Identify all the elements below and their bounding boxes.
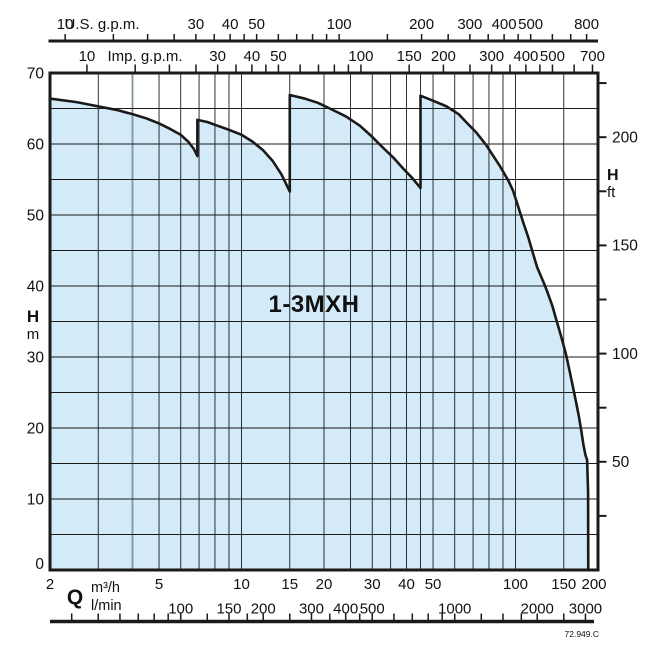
flow-m3h-tick-label: 10	[233, 576, 250, 593]
flow-lmin-tick-label: 2000	[521, 601, 554, 618]
imp-gpm-tick-label: 500	[540, 48, 565, 65]
imp-gpm-tick-label: 400	[513, 48, 538, 65]
head-ft-tick-label: 50	[612, 454, 630, 471]
flow-m3h-tick-label: 200	[581, 576, 606, 593]
flow-lmin-tick-label: 400	[333, 601, 358, 618]
horizontal-gridlines	[50, 108, 598, 535]
us-gpm-tick-label: 300	[457, 16, 482, 33]
head-m-tick-label: 10	[27, 491, 45, 508]
flow-lmin-axis: 100 150 200 300 400 500 1000 2000 3000	[50, 601, 602, 624]
envelope-fill	[50, 95, 589, 570]
head-m-tick-label: 40	[27, 278, 45, 295]
head-m-tick-label: 50	[27, 207, 45, 224]
imp-gpm-tick-label: 10	[79, 48, 96, 65]
head-m-tick-label: 60	[27, 136, 45, 153]
flow-m3h-tick-label: 5	[155, 576, 163, 593]
imp-gpm-tick-label: 700	[580, 48, 605, 65]
us-gpm-tick-label: 500	[518, 16, 543, 33]
drawing-code: 72.949.C	[565, 629, 600, 639]
flow-lmin-tick-label: 300	[299, 601, 324, 618]
us-gpm-tick-label: 30	[188, 16, 205, 33]
us-gpm-axis: 10 30 40 50 100 200 300 400 500 800	[48, 16, 599, 43]
envelope-curve	[48, 93, 590, 572]
head-m-tick-label: 0	[35, 556, 44, 573]
flow-m3h-tick-label: 15	[281, 576, 298, 593]
flow-lmin-tick-label: 100	[168, 601, 193, 618]
flow-axis-unit-m3h: m³/h	[91, 580, 120, 596]
flow-m3h-tick-label: 40	[398, 576, 415, 593]
head-m-tick-label: 20	[27, 420, 45, 437]
us-gpm-tick-label: 800	[574, 16, 599, 33]
imp-gpm-tick-label: 50	[270, 48, 287, 65]
us-gpm-tick-label: 10	[57, 16, 74, 33]
imp-gpm-tick-label: 30	[209, 48, 226, 65]
flow-lmin-tick-label: 1000	[438, 601, 471, 618]
series-title: 1-3MXH	[268, 291, 359, 318]
flow-m3h-tick-label: 150	[551, 576, 576, 593]
flow-m3h-tick-label: 20	[316, 576, 333, 593]
us-gpm-tick-label: 100	[327, 16, 352, 33]
right-axis-quantity-label: H	[607, 167, 619, 184]
head-m-tick-label: 30	[27, 349, 45, 366]
head-ft-axis: 50 100 150 200	[599, 82, 638, 517]
imp-gpm-tick-label: 40	[244, 48, 261, 65]
left-axis-unit-label: m	[27, 326, 40, 343]
us-gpm-axis-label: U.S. g.p.m.	[64, 16, 139, 33]
imp-gpm-tick-label: 150	[397, 48, 422, 65]
head-ft-tick-label: 150	[612, 238, 638, 255]
imp-gpm-axis-label: Imp. g.p.m.	[107, 48, 182, 65]
left-axis-quantity-label: H	[27, 307, 39, 326]
us-gpm-tick-label: 200	[409, 16, 434, 33]
flow-axis-quantity-label: Q	[67, 586, 83, 609]
right-axis-unit-label: ft	[607, 184, 616, 201]
head-ft-tick-label: 100	[612, 346, 638, 363]
flow-axis-unit-lmin: l/min	[91, 598, 122, 614]
flow-lmin-tick-label: 3000	[569, 601, 602, 618]
flow-m3h-tick-label: 50	[425, 576, 442, 593]
imp-gpm-tick-label: 300	[479, 48, 504, 65]
flow-m3h-tick-label: 2	[46, 576, 54, 593]
head-ft-tick-label: 200	[612, 129, 638, 146]
flow-m3h-tick-label: 30	[364, 576, 381, 593]
flow-lmin-tick-label: 200	[251, 601, 276, 618]
plot-border	[48, 71, 600, 572]
flow-lmin-tick-label: 500	[360, 601, 385, 618]
flow-m3h-tick-label: 100	[503, 576, 528, 593]
imp-gpm-tick-label: 100	[348, 48, 373, 65]
head-m-axis: 0 10 20 30 40 50 60 70	[27, 65, 45, 573]
imp-gpm-axis: 10 30 40 50 100 150 200 300 400 500 700	[79, 48, 605, 72]
imp-gpm-tick-label: 200	[431, 48, 456, 65]
flow-lmin-tick-label: 150	[216, 601, 241, 618]
us-gpm-tick-label: 40	[222, 16, 239, 33]
us-gpm-tick-label: 50	[248, 16, 265, 33]
flow-m3h-axis: 2 5 10 15 20 30 40 50 100 150 200	[46, 576, 607, 593]
head-m-tick-label: 70	[27, 65, 45, 82]
us-gpm-tick-label: 400	[492, 16, 517, 33]
